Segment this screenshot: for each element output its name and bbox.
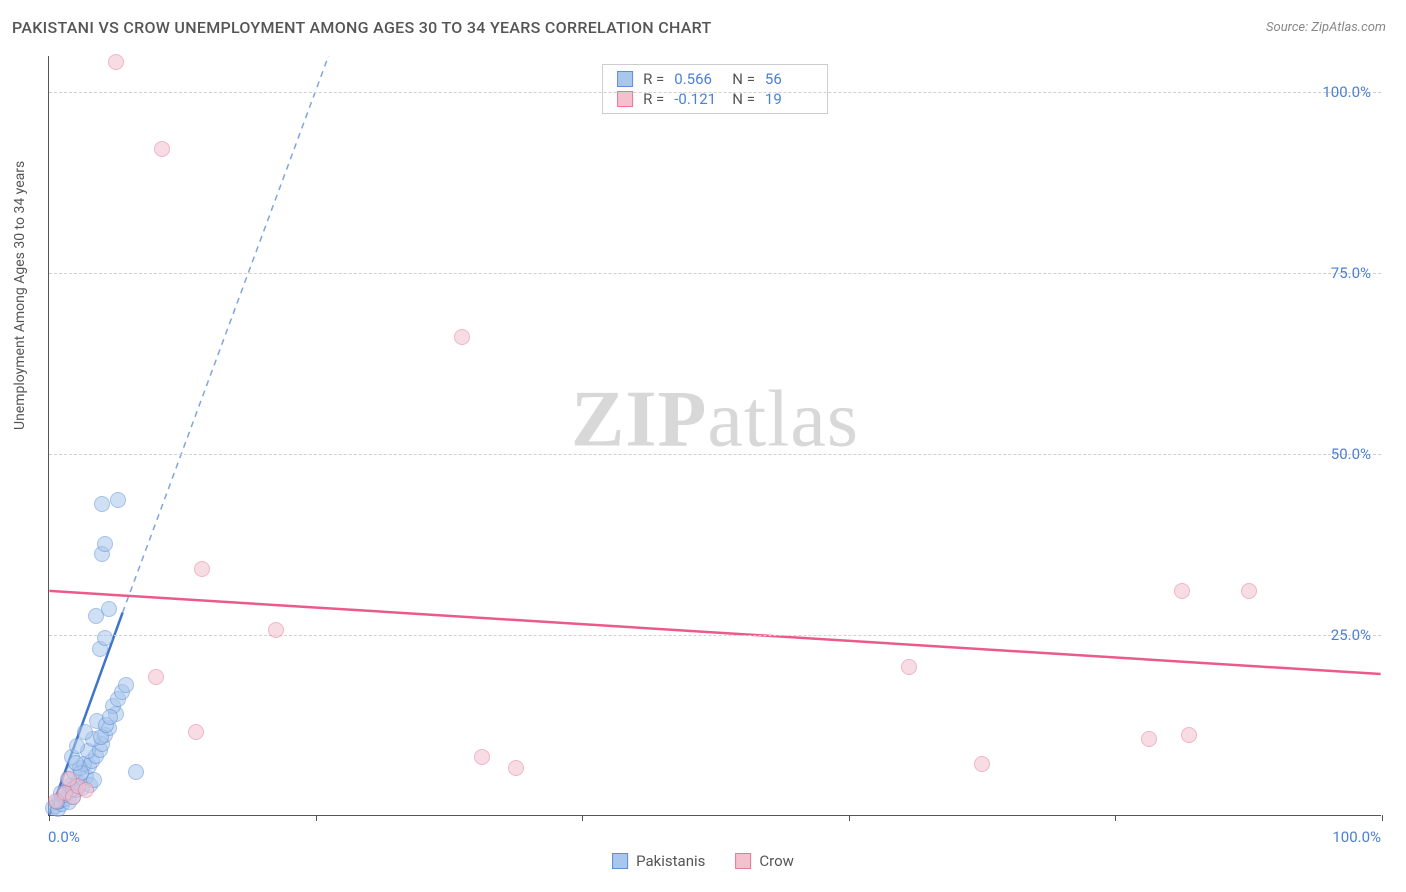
y-tick-label: 50.0% (1331, 445, 1371, 463)
scatter-point (148, 669, 164, 685)
legend-swatch (617, 71, 633, 87)
scatter-point (454, 329, 470, 345)
scatter-point (68, 755, 84, 771)
scatter-point (474, 749, 490, 765)
scatter-point (102, 709, 118, 725)
scatter-point (110, 492, 126, 508)
stats-r-value: 0.566 (674, 70, 722, 88)
trend-line (123, 56, 423, 613)
scatter-point (188, 724, 204, 740)
scatter-point (78, 782, 94, 798)
legend-swatch (617, 91, 633, 107)
x-tick (1115, 815, 1116, 821)
legend-label: Pakistanis (636, 852, 705, 870)
gridline (49, 635, 1381, 636)
scatter-point (101, 601, 117, 617)
x-tick (49, 815, 50, 821)
chart-title: PAKISTANI VS CROW UNEMPLOYMENT AMONG AGE… (12, 18, 712, 37)
scatter-point (108, 54, 124, 70)
legend-swatch (612, 853, 628, 869)
x-tick (1382, 815, 1383, 821)
scatter-point (97, 536, 113, 552)
x-tick (316, 815, 317, 821)
legend-item: Crow (735, 852, 794, 870)
bottom-legend: Pakistanis Crow (612, 852, 794, 870)
scatter-point (508, 760, 524, 776)
scatter-point (901, 659, 917, 675)
x-axis-max-label: 100.0% (1332, 828, 1381, 846)
y-tick-label: 100.0% (1322, 83, 1371, 101)
scatter-point (154, 141, 170, 157)
trend-line (49, 591, 1380, 674)
watermark: ZIPatlas (571, 375, 859, 466)
trend-lines-layer (49, 56, 1381, 815)
scatter-point (1141, 731, 1157, 747)
correlation-stats-box: R = 0.566N = 56R = -0.121N = 19 (602, 64, 828, 114)
scatter-point (118, 677, 134, 693)
scatter-point (974, 756, 990, 772)
scatter-point (69, 738, 85, 754)
scatter-point (61, 771, 77, 787)
gridline (49, 454, 1381, 455)
scatter-point (1174, 583, 1190, 599)
scatter-point (97, 630, 113, 646)
source-attribution: Source: ZipAtlas.com (1266, 20, 1386, 35)
watermark-light: atlas (707, 376, 859, 464)
x-axis-min-label: 0.0% (48, 828, 80, 846)
scatter-point (1241, 583, 1257, 599)
scatter-point (94, 496, 110, 512)
gridline (49, 273, 1381, 274)
y-tick-label: 75.0% (1331, 264, 1371, 282)
gridline (49, 92, 1381, 93)
scatter-point (194, 561, 210, 577)
stats-n-label: N = (732, 70, 755, 88)
scatter-point (268, 622, 284, 638)
y-tick-label: 25.0% (1331, 626, 1371, 644)
stats-n-value: 56 (765, 70, 813, 88)
scatter-point (128, 764, 144, 780)
x-tick (582, 815, 583, 821)
legend-swatch (735, 853, 751, 869)
scatter-point (1181, 727, 1197, 743)
legend-label: Crow (759, 852, 794, 870)
plot-area: ZIPatlas R = 0.566N = 56R = -0.121N = 19… (48, 56, 1381, 816)
x-tick (849, 815, 850, 821)
stats-r-label: R = (643, 70, 664, 88)
legend-item: Pakistanis (612, 852, 705, 870)
y-axis-label: Unemployment Among Ages 30 to 34 years (12, 161, 28, 430)
watermark-bold: ZIP (571, 376, 707, 464)
stats-row: R = 0.566 N = 56 (617, 69, 813, 89)
